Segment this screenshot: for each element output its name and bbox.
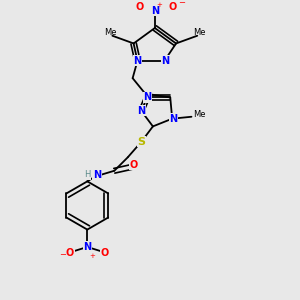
Text: N: N — [151, 6, 159, 16]
Text: Me: Me — [104, 28, 117, 37]
Text: N: N — [143, 92, 151, 103]
Text: N: N — [83, 242, 92, 252]
Text: N: N — [169, 114, 177, 124]
Text: O: O — [130, 160, 138, 170]
Text: H: H — [84, 170, 91, 179]
Text: O: O — [66, 248, 74, 258]
Text: N: N — [161, 56, 169, 66]
Text: O: O — [168, 2, 176, 12]
Text: −: − — [178, 0, 185, 8]
Text: +: + — [89, 253, 95, 259]
Text: S: S — [137, 137, 145, 147]
Text: N: N — [93, 169, 101, 180]
Text: Me: Me — [193, 110, 206, 119]
Text: −: − — [59, 250, 66, 259]
Text: N: N — [134, 56, 142, 66]
Text: N: N — [137, 106, 146, 116]
Text: +: + — [157, 2, 163, 8]
Text: Me: Me — [193, 28, 206, 37]
Text: O: O — [135, 2, 143, 12]
Text: O: O — [100, 248, 109, 258]
